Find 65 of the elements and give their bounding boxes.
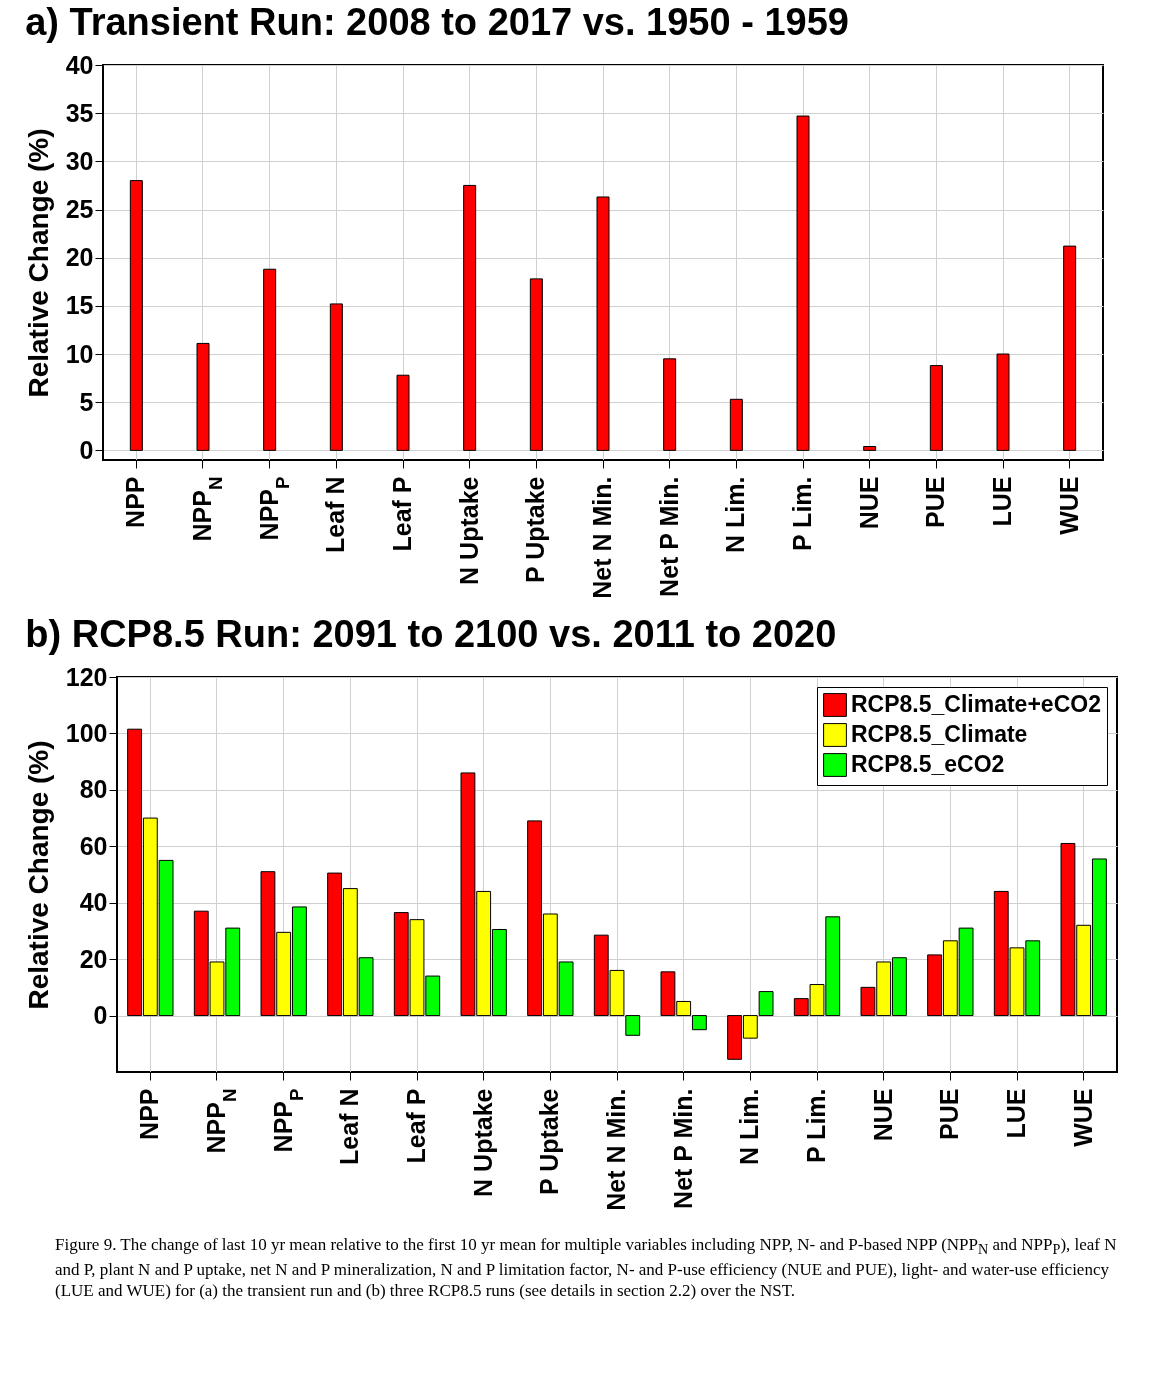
x-tick-label: NPP [135, 1088, 164, 1140]
y-tick-label: 60 [79, 831, 108, 860]
x-tick-label: Net P Min. [654, 476, 683, 597]
bar [1063, 245, 1077, 451]
x-tick-label: Leaf N [321, 476, 350, 553]
bar [663, 358, 677, 451]
bar [529, 278, 543, 451]
chart-title: b) RCP8.5 Run: 2091 to 2100 vs. 2011 to 2020 [25, 613, 837, 655]
x-tick-label: LUE [1002, 1088, 1030, 1139]
y-tick-label: 80 [79, 775, 108, 804]
y-tick-label: 20 [79, 944, 108, 973]
bar [196, 342, 210, 451]
bar [263, 268, 277, 451]
x-tick-label: Net P Min. [668, 1088, 697, 1209]
legend-label: RCP8.5_Climate+eCO2 [851, 691, 1101, 717]
y-tick-label: 0 [79, 435, 94, 464]
x-tick-label: P Lim. [802, 1088, 830, 1164]
x-tick-label: P Uptake [535, 1088, 564, 1196]
chart-title: a) Transient Run: 2008 to 2017 vs. 1950 - 1959 [25, 1, 849, 43]
y-tick-label: 40 [65, 50, 94, 79]
bar [329, 303, 343, 451]
bar [929, 365, 943, 451]
bar [463, 184, 477, 451]
x-tick-label: WUE [1054, 476, 1083, 535]
y-tick-label: 35 [65, 98, 94, 127]
y-tick-label: 40 [79, 888, 108, 917]
legend-label: RCP8.5_eCO2 [851, 751, 1005, 777]
y-tick-label: 30 [65, 146, 94, 175]
y-tick-label: 25 [65, 195, 94, 224]
bar [996, 353, 1010, 451]
x-tick-label: NUE [854, 476, 883, 530]
bar [396, 374, 410, 451]
x-tick-label: Leaf P [388, 476, 416, 552]
x-tick-label: Net N Min. [602, 1088, 630, 1211]
x-tick-label: PUE [921, 476, 950, 528]
x-tick-label: PUE [935, 1088, 964, 1140]
caption: Figure 9. The change of last 10 yr mean relative to the first 10 yr mean for multiple variables including NPP, N- and P-based NPP (NPP$_{N}$ and NPP$_{P}$), leaf N and P, plant N and P uptake, net N and P mineralization, N and P limitation factor, N- and P-use efficiency (NUE and PUE), light- and water-use efficiency (LUE and WUE) for (a) the transient run and (b) three RCP8.5 runs (see details in section 2.2) over the NST. [55, 1234, 1118, 1302]
y-tick-label: 100 [65, 718, 108, 747]
x-tick-label: N Lim. [721, 476, 750, 553]
x-tick-label: P Uptake [521, 476, 550, 584]
legend-label: RCP8.5_Climate [851, 721, 1028, 747]
x-tick-label: Net N Min. [588, 476, 616, 599]
x-tick-label: Leaf P [402, 1088, 430, 1164]
x-tick-label: NUE [868, 1088, 897, 1142]
y-tick-label: 15 [65, 291, 94, 320]
x-tick-label: N Lim. [735, 1088, 764, 1165]
bar [796, 115, 810, 451]
y-tick-label: 20 [65, 243, 94, 272]
y-axis-title: Relative Change (%) [22, 740, 54, 1010]
bar [596, 196, 610, 451]
bar [129, 180, 143, 451]
y-tick-label: 0 [93, 1001, 108, 1030]
x-tick-label: N Uptake [468, 1088, 497, 1197]
x-tick-label: N Uptake [454, 476, 483, 585]
y-axis-title: Relative Change (%) [22, 128, 54, 398]
x-tick-label: P Lim. [788, 476, 816, 552]
x-tick-label: Leaf N [335, 1088, 364, 1165]
y-tick-label: 10 [65, 339, 94, 368]
bar [863, 446, 877, 451]
x-tick-label: NPP [121, 476, 150, 528]
bar [729, 398, 743, 451]
x-tick-label: WUE [1068, 1088, 1097, 1147]
y-tick-label: 5 [79, 387, 94, 416]
x-tick-label: LUE [988, 476, 1016, 527]
y-tick-label: 120 [65, 662, 108, 691]
